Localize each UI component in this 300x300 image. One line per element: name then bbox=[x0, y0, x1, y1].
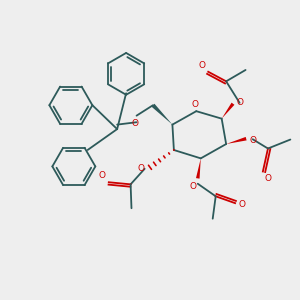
Text: O: O bbox=[190, 182, 197, 191]
Text: O: O bbox=[132, 119, 139, 128]
Text: O: O bbox=[237, 98, 244, 107]
Text: O: O bbox=[250, 136, 257, 145]
Text: O: O bbox=[98, 171, 105, 180]
Polygon shape bbox=[152, 104, 172, 124]
Text: O: O bbox=[264, 175, 272, 184]
Text: O: O bbox=[191, 100, 198, 109]
Polygon shape bbox=[222, 103, 234, 118]
Text: O: O bbox=[198, 61, 205, 70]
Text: O: O bbox=[138, 164, 145, 173]
Polygon shape bbox=[196, 158, 201, 178]
Text: O: O bbox=[238, 200, 245, 209]
Polygon shape bbox=[226, 137, 247, 144]
